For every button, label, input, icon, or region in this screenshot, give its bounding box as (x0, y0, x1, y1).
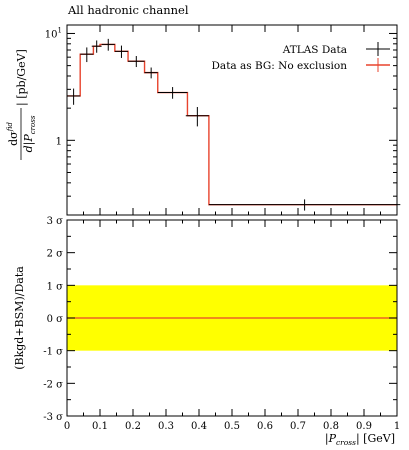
x-tick-label: 0.2 (125, 421, 141, 432)
data-point (144, 67, 158, 79)
data-point (91, 40, 102, 53)
data-point (208, 199, 401, 211)
x-tick-label: 0.3 (158, 421, 174, 432)
x-tick-label: 0.4 (191, 421, 207, 432)
main-plot-layer (67, 38, 401, 211)
data-point (80, 47, 94, 63)
data-point (114, 45, 129, 58)
data-point (185, 107, 209, 127)
chart-title: All hadronic channel (67, 3, 189, 17)
ratio-y-tick-label: 2 σ (47, 249, 64, 260)
legend-label-mc: Data as BG: No exclusion (212, 60, 348, 72)
ratio-y-ticks: 3 σ 2 σ 1 σ 0 σ -1 σ -2 σ -3 σ (43, 216, 397, 423)
x-tick-label: 0.7 (290, 421, 306, 432)
ratio-plot-layer (67, 285, 397, 351)
ratio-y-tick-label: 0 σ (47, 314, 64, 325)
x-tick-label: 0.1 (92, 421, 108, 432)
legend: ATLAS Data Data as BG: No exclusion (212, 42, 390, 72)
ratio-y-tick-label: 3 σ (47, 216, 64, 227)
x-tick-label: 0.6 (257, 421, 273, 432)
x-axis-label: |Pcross| [GeV] (325, 432, 395, 447)
main-plot-frame (66, 24, 398, 216)
data-point (67, 88, 81, 105)
x-tick-label: 0 (64, 421, 70, 432)
main-y-label-denominator: d|Pcross (22, 115, 37, 152)
ratio-plot: 3 σ 2 σ 1 σ 0 σ -1 σ -2 σ -3 σ 0 0.1 0.2 0.3 0.4 0.… (13, 216, 400, 447)
legend-label-data: ATLAS Data (282, 44, 347, 56)
ratio-y-tick-label: -1 σ (43, 347, 63, 358)
main-y-label-numerator: dσfid (6, 122, 20, 146)
data-point (128, 56, 145, 68)
ratio-y-tick-label: 1 σ (47, 281, 64, 292)
data-point (157, 87, 188, 99)
main-y-label-unit: | [pb/GeV] (15, 49, 29, 106)
x-tick-label: 0.5 (224, 421, 240, 432)
ratio-y-axis-label: (Bkgd+BSM)/Data (13, 266, 26, 370)
data-point (101, 38, 115, 51)
main-y-tick-label: 1 (56, 136, 62, 147)
x-tick-label: 0.9 (356, 421, 372, 432)
main-y-ticks: 101 1 (45, 25, 398, 216)
x-tick-label: 1 (394, 421, 400, 432)
x-ticks: 0 0.1 0.2 0.3 0.4 0.5 0.6 0.7 0.8 0.9 1 (64, 220, 400, 432)
x-tick-label: 0.8 (323, 421, 339, 432)
ratio-y-tick-label: -2 σ (43, 379, 63, 390)
main-y-tick-label: 101 (45, 26, 62, 40)
ratio-y-tick-label: -3 σ (43, 412, 63, 423)
mc-step-line (67, 43, 397, 206)
